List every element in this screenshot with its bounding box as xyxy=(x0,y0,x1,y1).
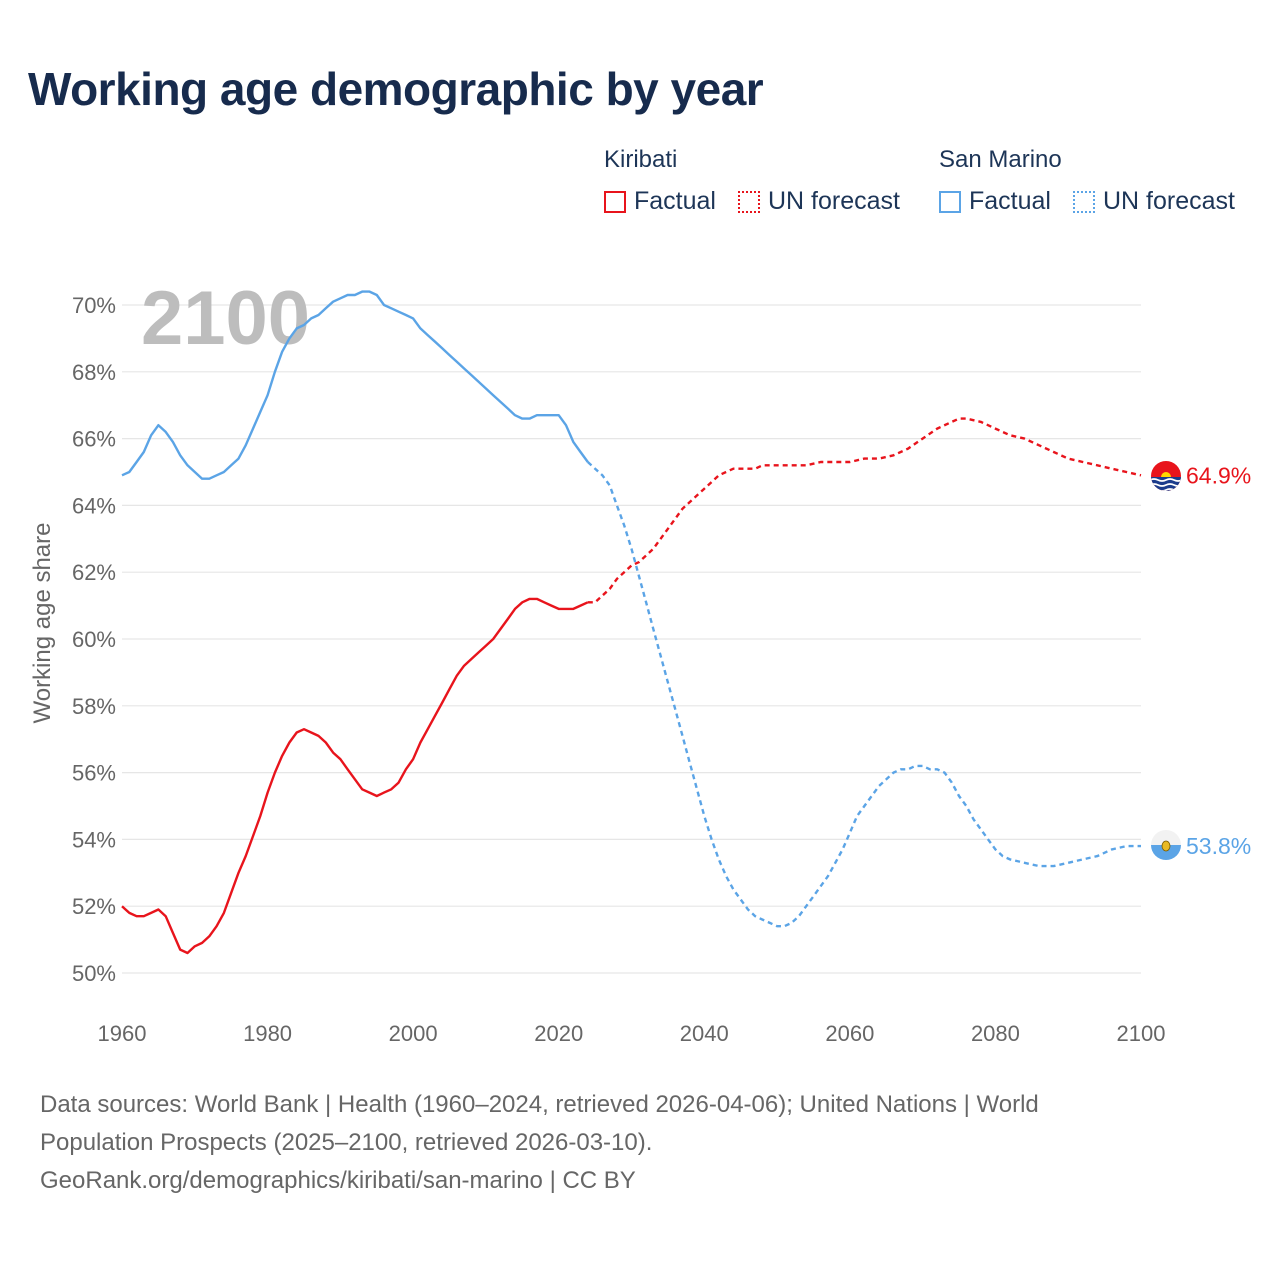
kiribati-end-value-label: 64.9% xyxy=(1186,462,1251,488)
legend-item-kiribati-factual[interactable]: Factual xyxy=(604,187,716,216)
series-layer: 64.9% 53.8% xyxy=(121,290,1251,955)
legend-label: Factual xyxy=(634,187,716,215)
line-chart: 2100 50% 52% 54% 56% 58% 60% 62% 64% 66% 68% 70% 1… xyxy=(29,276,1251,1046)
legend-label: UN forecast xyxy=(1103,187,1235,215)
y-axis-label: Working age share xyxy=(29,523,56,724)
legend-group-san-marino: San Marino xyxy=(939,146,1062,173)
x-tick-label: 2000 xyxy=(389,1021,438,1046)
san-marino-end-value-label: 53.8% xyxy=(1186,833,1251,859)
x-tick-label: 2040 xyxy=(680,1021,729,1046)
legend-swatch-solid-icon xyxy=(604,190,626,213)
legend-swatch-solid-icon xyxy=(939,190,961,213)
year-watermark: 2100 xyxy=(141,276,310,361)
legend-swatch-dotted-icon xyxy=(1073,190,1095,213)
x-axis: 1960 1980 2000 2020 2040 2060 2080 2100 xyxy=(98,1021,1166,1046)
legend-item-san-marino-forecast[interactable]: UN forecast xyxy=(1073,187,1235,216)
kiribati-forecast-line[interactable] xyxy=(587,417,1142,604)
kiribati-flag-icon xyxy=(1151,461,1181,491)
y-tick-label: 66% xyxy=(72,427,116,452)
y-tick-label: 54% xyxy=(72,827,116,852)
x-tick-label: 2080 xyxy=(971,1021,1020,1046)
grid xyxy=(122,304,1141,974)
y-tick-label: 68% xyxy=(72,360,116,385)
san-marino-factual-line[interactable] xyxy=(121,290,589,480)
legend-group-kiribati: Kiribati xyxy=(604,146,678,173)
x-tick-label: 2060 xyxy=(825,1021,874,1046)
san-marino-flag-icon xyxy=(1151,830,1181,860)
legend-label: Factual xyxy=(969,187,1051,215)
y-axis: 50% 52% 54% 56% 58% 60% 62% 64% 66% 68% 70% xyxy=(72,293,116,986)
footer: Data sources: World Bank | Health (1960–… xyxy=(40,1086,1240,1200)
footer-sources-line2: Population Prospects (2025–2100, retriev… xyxy=(40,1129,653,1156)
chart-title: Working age demographic by year xyxy=(28,63,764,115)
legend-swatch-dotted-icon xyxy=(738,190,760,213)
x-tick-label: 1980 xyxy=(243,1021,292,1046)
legend-item-san-marino-factual[interactable]: Factual xyxy=(939,187,1051,216)
x-tick-label: 2100 xyxy=(1117,1021,1166,1046)
y-tick-label: 52% xyxy=(72,894,116,919)
y-tick-label: 64% xyxy=(72,493,116,518)
san-marino-forecast-line[interactable] xyxy=(586,461,1141,928)
legend-label: UN forecast xyxy=(768,187,900,215)
kiribati-factual-line[interactable] xyxy=(121,597,589,955)
y-tick-label: 50% xyxy=(72,961,116,986)
y-tick-label: 62% xyxy=(72,560,116,585)
footer-sources-line1: Data sources: World Bank | Health (1960–… xyxy=(40,1091,1039,1118)
x-tick-label: 1960 xyxy=(98,1021,147,1046)
y-tick-label: 70% xyxy=(72,293,116,318)
y-tick-label: 60% xyxy=(72,627,116,652)
y-tick-label: 56% xyxy=(72,761,116,786)
footer-credit-link[interactable]: GeoRank.org/demographics/kiribati/san-ma… xyxy=(40,1167,636,1194)
legend-item-kiribati-forecast[interactable]: UN forecast xyxy=(738,187,900,216)
y-tick-label: 58% xyxy=(72,694,116,719)
x-tick-label: 2020 xyxy=(534,1021,583,1046)
